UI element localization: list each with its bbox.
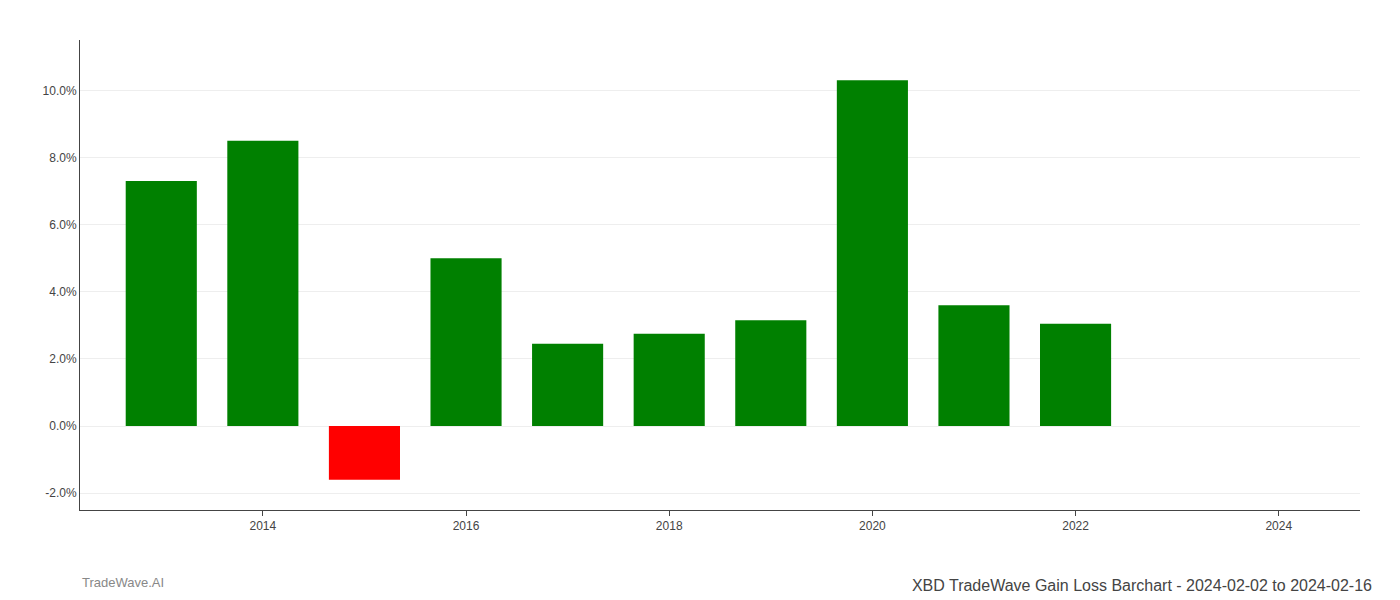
svg-text:2020: 2020 (859, 519, 886, 533)
svg-text:0.0%: 0.0% (49, 419, 77, 433)
svg-text:2014: 2014 (250, 519, 277, 533)
svg-text:4.0%: 4.0% (49, 285, 77, 299)
svg-text:XBD TradeWave Gain Loss Barcha: XBD TradeWave Gain Loss Barchart - 2024-… (912, 577, 1372, 594)
svg-text:TradeWave.AI: TradeWave.AI (82, 575, 164, 590)
svg-text:6.0%: 6.0% (49, 218, 77, 232)
svg-text:2.0%: 2.0% (49, 352, 77, 366)
svg-text:2024: 2024 (1265, 519, 1292, 533)
svg-text:10.0%: 10.0% (43, 84, 77, 98)
svg-text:2018: 2018 (656, 519, 683, 533)
svg-text:-2.0%: -2.0% (45, 486, 77, 500)
svg-text:2016: 2016 (453, 519, 480, 533)
svg-text:8.0%: 8.0% (49, 151, 77, 165)
svg-text:2022: 2022 (1062, 519, 1089, 533)
